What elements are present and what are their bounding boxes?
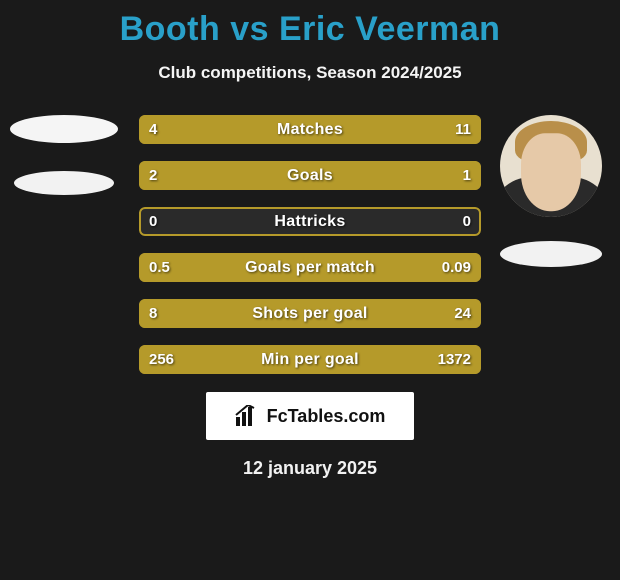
stat-label: Hattricks	[139, 207, 481, 236]
subtitle: Club competitions, Season 2024/2025	[0, 63, 620, 83]
player-left-flag-placeholder	[14, 171, 114, 195]
source-badge-text: FcTables.com	[267, 406, 386, 427]
stat-label: Goals	[139, 161, 481, 190]
stat-row: Goals per match0.5 0.09	[139, 253, 481, 282]
page-title: Booth vs Eric Veerman	[0, 0, 620, 49]
date-text: 12 january 2025	[0, 458, 620, 479]
stat-value-right: 24	[444, 299, 481, 328]
stat-value-left: 2	[139, 161, 167, 190]
player-right-flag-placeholder	[500, 241, 602, 267]
stat-value-right: 1372	[428, 345, 481, 374]
player-right-avatar	[500, 115, 602, 217]
stat-value-left: 4	[139, 115, 167, 144]
fctables-icon	[235, 405, 261, 427]
source-badge: FcTables.com	[206, 392, 414, 440]
stat-value-left: 0	[139, 207, 167, 236]
comparison-area: Matches4 11 Goals2 1 Hattricks0 0 Goals per ma…	[0, 115, 620, 374]
stat-row: Min per goal2561372	[139, 345, 481, 374]
stat-row: Shots per goal8 24	[139, 299, 481, 328]
stat-value-right: 1	[453, 161, 481, 190]
player-left-column	[10, 115, 118, 195]
stat-bars: Matches4 11 Goals2 1 Hattricks0 0 Goals per ma…	[139, 115, 481, 374]
stat-value-right: 0.09	[432, 253, 481, 282]
avatar-face	[521, 133, 581, 211]
stat-row: Hattricks0 0	[139, 207, 481, 236]
stat-value-left: 8	[139, 299, 167, 328]
player-right-column	[500, 115, 602, 267]
stat-value-left: 0.5	[139, 253, 180, 282]
player-left-avatar-placeholder	[10, 115, 118, 143]
stat-row: Matches4 11	[139, 115, 481, 144]
stat-value-right: 11	[445, 115, 481, 144]
stat-value-right: 0	[453, 207, 481, 236]
stat-label: Shots per goal	[139, 299, 481, 328]
stat-label: Goals per match	[139, 253, 481, 282]
stat-label: Matches	[139, 115, 481, 144]
stat-value-left: 256	[139, 345, 184, 374]
stat-row: Goals2 1	[139, 161, 481, 190]
